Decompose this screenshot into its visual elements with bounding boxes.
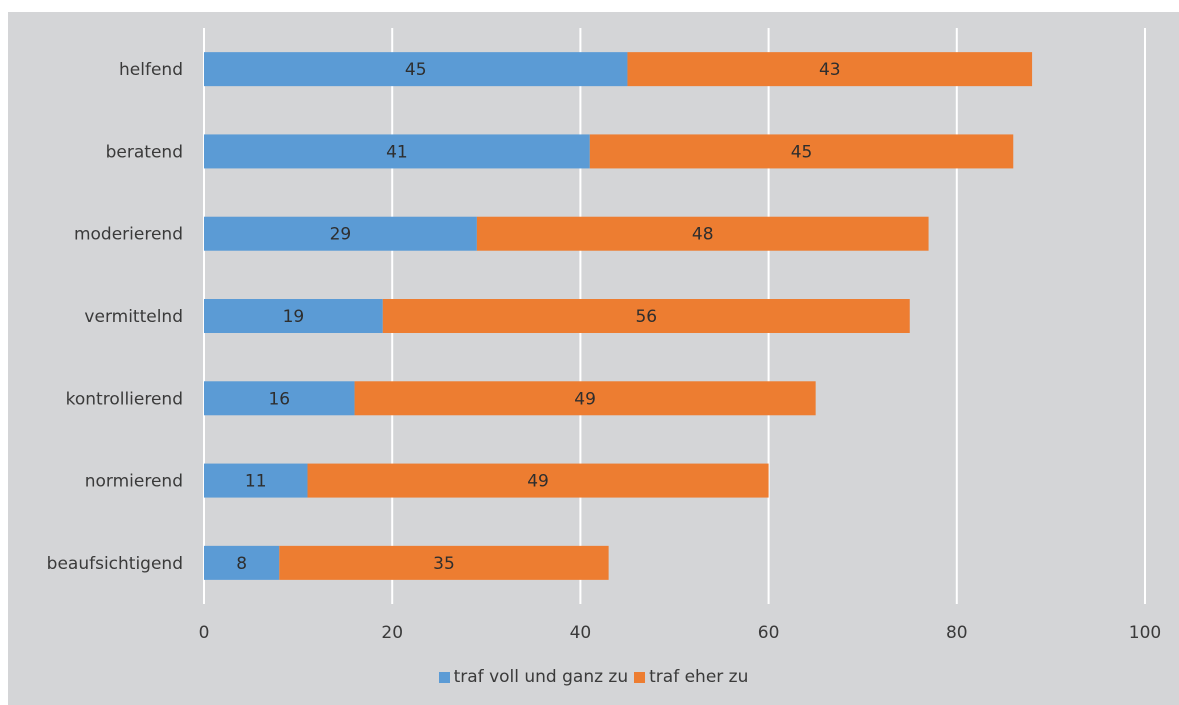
legend-swatch — [634, 671, 646, 683]
legend-label: traf eher zu — [649, 667, 749, 687]
bar-traf-voll-und-ganz-zu — [204, 299, 383, 333]
category-label: normierend — [85, 472, 183, 492]
stacked-bar-chart: 45 43 41 45 29 48 19 56 16 49 11 49 8 35 helfend berat… — [47, 28, 1162, 643]
legend: traf voll und ganz zu traf eher zu — [8, 667, 1179, 687]
bars — [204, 52, 1033, 580]
legend-label: traf voll und ganz zu — [453, 667, 629, 687]
x-tick-label: 80 — [946, 623, 968, 643]
category-axis-labels: helfend beratend moderierend vermittelnd kon… — [47, 60, 183, 574]
x-tick-label: 60 — [758, 623, 780, 643]
category-label: beratend — [106, 142, 183, 162]
bar-traf-eher-zu — [279, 545, 609, 580]
data-label: 49 — [574, 389, 596, 409]
bar-traf-voll-und-ganz-zu — [204, 545, 280, 580]
bar-traf-voll-und-ganz-zu — [204, 134, 590, 169]
bar-traf-voll-und-ganz-zu — [204, 381, 355, 416]
x-tick-label: 40 — [570, 623, 592, 643]
x-tick-label: 0 — [199, 623, 210, 643]
bar-traf-eher-zu — [627, 52, 1033, 87]
category-label: moderierend — [74, 225, 183, 245]
legend-item: traf eher zu — [634, 667, 748, 687]
category-label: kontrollierend — [66, 389, 183, 409]
data-label: 11 — [245, 472, 267, 492]
data-label: 8 — [236, 554, 247, 574]
bar-traf-voll-und-ganz-zu — [204, 463, 308, 498]
x-tick-label: 100 — [1129, 623, 1161, 643]
bar-traf-eher-zu — [476, 216, 929, 251]
data-label: 45 — [405, 60, 427, 80]
data-label: 41 — [386, 142, 408, 162]
legend-item: traf voll und ganz zu — [438, 667, 629, 687]
bar-traf-voll-und-ganz-zu — [204, 52, 628, 87]
bar-traf-eher-zu — [307, 463, 769, 498]
legend-swatch — [438, 671, 450, 683]
data-labels: 45 43 41 45 29 48 19 56 16 49 11 49 8 35 — [236, 60, 840, 574]
data-label: 35 — [433, 554, 455, 574]
x-tick-label: 20 — [381, 623, 403, 643]
data-label: 49 — [527, 472, 549, 492]
bar-traf-eher-zu — [589, 134, 1014, 169]
data-label: 45 — [791, 142, 813, 162]
data-label: 43 — [819, 60, 841, 80]
data-label: 19 — [283, 307, 305, 327]
bar-traf-eher-zu — [354, 381, 816, 416]
data-label: 16 — [268, 389, 290, 409]
bar-traf-eher-zu — [382, 299, 910, 333]
category-label: vermittelnd — [84, 307, 183, 327]
data-label: 56 — [635, 307, 657, 327]
category-label: helfend — [119, 60, 183, 80]
data-label: 29 — [330, 225, 352, 245]
category-label: beaufsichtigend — [47, 554, 183, 574]
value-axis-labels: 0 20 40 60 80 100 — [199, 623, 1162, 643]
data-label: 48 — [692, 225, 714, 245]
bar-traf-voll-und-ganz-zu — [204, 216, 477, 251]
chart-panel: 45 43 41 45 29 48 19 56 16 49 11 49 8 35 helfend berat… — [8, 12, 1179, 705]
